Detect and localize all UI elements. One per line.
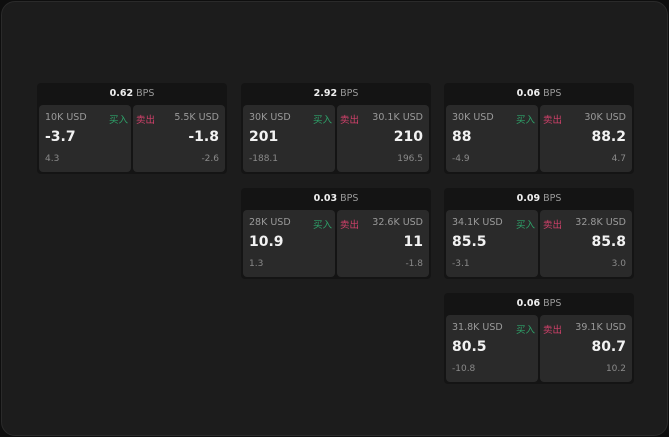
- buy-label: 买入: [515, 220, 535, 231]
- sell-change: 4.7: [611, 154, 626, 164]
- buy-quantity: 31.8K USD: [452, 322, 503, 333]
- buy-price: 201: [249, 129, 279, 145]
- spread-value: 0.09: [516, 193, 541, 204]
- buy-panel[interactable]: 10K USD 买入 -3.7 4.3: [39, 105, 131, 172]
- buy-label: 买入: [515, 325, 535, 336]
- spread-unit: BPS: [543, 88, 562, 99]
- buy-change: -3.1: [452, 259, 470, 269]
- sell-quantity: 30.1K USD: [372, 112, 423, 123]
- sell-panel[interactable]: 30K USD 卖出 88.2 4.7: [540, 105, 632, 172]
- spread-header: 0.03 BPS: [241, 188, 431, 209]
- buy-label: 买入: [108, 115, 128, 126]
- quote-card: 0.62 BPS 10K USD 买入 -3.7 4.3 5.5K USD 卖出 …: [37, 83, 227, 174]
- sell-change: 3.0: [611, 259, 626, 269]
- sell-price: 80.7: [591, 339, 626, 355]
- buy-panel[interactable]: 30K USD 买入 201 -188.1: [243, 105, 335, 172]
- sell-price: -1.8: [188, 129, 219, 145]
- buy-price: -3.7: [45, 129, 76, 145]
- sell-quantity: 39.1K USD: [575, 322, 626, 333]
- buy-change: -10.8: [452, 364, 476, 374]
- sell-price: 210: [393, 129, 423, 145]
- quote-card: 2.92 BPS 30K USD 买入 201 -188.1 30.1K USD …: [241, 83, 431, 174]
- spread-unit: BPS: [543, 298, 562, 309]
- sell-quantity: 5.5K USD: [174, 112, 219, 123]
- sell-label: 卖出: [136, 115, 156, 126]
- buy-price: 88: [452, 129, 472, 145]
- sell-price: 88.2: [591, 129, 626, 145]
- sell-quantity: 32.8K USD: [575, 217, 626, 228]
- buy-quantity: 30K USD: [452, 112, 494, 123]
- quote-card: 0.03 BPS 28K USD 买入 10.9 1.3 32.6K USD 卖出…: [241, 188, 431, 279]
- sell-quantity: 30K USD: [584, 112, 626, 123]
- spread-unit: BPS: [543, 193, 562, 204]
- buy-change: -188.1: [249, 154, 279, 164]
- sell-panel[interactable]: 32.8K USD 卖出 85.8 3.0: [540, 210, 632, 277]
- buy-quantity: 10K USD: [45, 112, 87, 123]
- spread-header: 0.06 BPS: [444, 83, 634, 104]
- buy-quantity: 34.1K USD: [452, 217, 503, 228]
- buy-price: 80.5: [452, 339, 487, 355]
- buy-change: 1.3: [249, 259, 264, 269]
- buy-panel[interactable]: 30K USD 买入 88 -4.9: [446, 105, 538, 172]
- buy-panel[interactable]: 31.8K USD 买入 80.5 -10.8: [446, 315, 538, 382]
- buy-panel[interactable]: 34.1K USD 买入 85.5 -3.1: [446, 210, 538, 277]
- spread-header: 0.09 BPS: [444, 188, 634, 209]
- buy-label: 买入: [312, 220, 332, 231]
- sell-label: 卖出: [340, 220, 360, 231]
- sell-change: -1.8: [405, 259, 423, 269]
- spread-unit: BPS: [340, 88, 359, 99]
- sell-label: 卖出: [543, 115, 563, 126]
- spread-value: 0.62: [109, 88, 134, 99]
- quote-card: 0.09 BPS 34.1K USD 买入 85.5 -3.1 32.8K USD…: [444, 188, 634, 279]
- buy-panel[interactable]: 28K USD 买入 10.9 1.3: [243, 210, 335, 277]
- sell-label: 卖出: [543, 325, 563, 336]
- sell-change: 10.2: [605, 364, 626, 374]
- spread-header: 2.92 BPS: [241, 83, 431, 104]
- buy-change: 4.3: [45, 154, 60, 164]
- buy-price: 85.5: [452, 234, 487, 250]
- buy-change: -4.9: [452, 154, 470, 164]
- sell-panel[interactable]: 30.1K USD 卖出 210 196.5: [337, 105, 429, 172]
- buy-quantity: 28K USD: [249, 217, 291, 228]
- sell-quantity: 32.6K USD: [372, 217, 423, 228]
- quote-card: 0.06 BPS 30K USD 买入 88 -4.9 30K USD 卖出 88…: [444, 83, 634, 174]
- spread-header: 0.06 BPS: [444, 293, 634, 314]
- buy-label: 买入: [515, 115, 535, 126]
- sell-panel[interactable]: 39.1K USD 卖出 80.7 10.2: [540, 315, 632, 382]
- spread-value: 0.06: [516, 88, 541, 99]
- sell-label: 卖出: [340, 115, 360, 126]
- spread-header: 0.62 BPS: [37, 83, 227, 104]
- buy-price: 10.9: [249, 234, 284, 250]
- sell-change: -2.6: [201, 154, 219, 164]
- sell-price: 11: [403, 234, 423, 250]
- sell-panel[interactable]: 32.6K USD 卖出 11 -1.8: [337, 210, 429, 277]
- quote-card: 0.06 BPS 31.8K USD 买入 80.5 -10.8 39.1K US…: [444, 293, 634, 384]
- buy-label: 买入: [312, 115, 332, 126]
- buy-quantity: 30K USD: [249, 112, 291, 123]
- sell-change: 196.5: [397, 154, 423, 164]
- spread-value: 2.92: [313, 88, 338, 99]
- spread-value: 0.03: [313, 193, 338, 204]
- spread-unit: BPS: [340, 193, 359, 204]
- spread-value: 0.06: [516, 298, 541, 309]
- sell-panel[interactable]: 5.5K USD 卖出 -1.8 -2.6: [133, 105, 225, 172]
- sell-label: 卖出: [543, 220, 563, 231]
- sell-price: 85.8: [591, 234, 626, 250]
- spread-unit: BPS: [136, 88, 155, 99]
